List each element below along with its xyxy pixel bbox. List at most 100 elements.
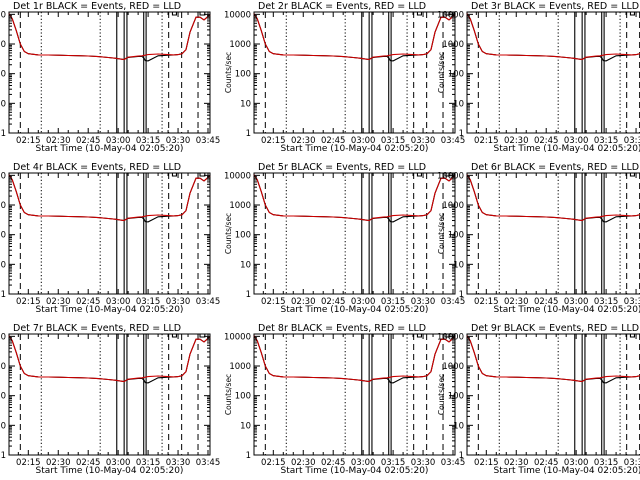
data-gap-bracket xyxy=(416,334,423,338)
y-tick-label: 10 xyxy=(453,421,464,431)
x-tick-label: 02:15 xyxy=(261,297,286,307)
y-tick-label: 10000 xyxy=(437,332,464,342)
x-tick-label: 03:30 xyxy=(624,136,640,146)
x-tick-label: 03:30 xyxy=(411,136,436,146)
x-tick-label: 02:15 xyxy=(261,136,286,146)
x-tick-label: 03:00 xyxy=(351,458,376,468)
x-tick-label: 02:30 xyxy=(46,297,71,307)
x-tick-label: 02:30 xyxy=(46,458,71,468)
x-tick-label: 02:15 xyxy=(474,136,499,146)
series-line-lld xyxy=(253,174,456,222)
y-tick-label: 1 xyxy=(246,451,251,461)
y-tick-label: 1 xyxy=(1,451,6,461)
y-tick-label: 1000 xyxy=(442,201,464,211)
y-tick-label: 10 xyxy=(240,421,251,431)
panel-title: Det 8r BLACK = Events, RED = LLD xyxy=(258,323,426,334)
y-tick-label: 10 xyxy=(0,260,6,270)
plot-frame xyxy=(466,333,640,456)
x-tick-label: 03:45 xyxy=(441,297,466,307)
panel-title: Det 2r BLACK = Events, RED = LLD xyxy=(258,1,426,12)
x-axis-label: Start Time (10-May-04 02:05:20) xyxy=(36,466,184,476)
data-gap-bracket xyxy=(199,334,206,338)
data-gap-bracket xyxy=(199,12,206,16)
x-tick-label: 03:15 xyxy=(594,458,619,468)
x-tick-label: 03:30 xyxy=(624,297,640,307)
data-gap-bracket xyxy=(629,334,636,338)
x-tick-label: 03:00 xyxy=(564,458,589,468)
data-gap-bracket xyxy=(171,173,178,177)
series-line-lld xyxy=(8,174,211,222)
plot-frame xyxy=(8,11,211,134)
x-tick-label: 03:45 xyxy=(441,458,466,468)
data-gap-bracket xyxy=(444,334,451,338)
x-tick-label: 02:30 xyxy=(504,136,529,146)
x-tick-label: 02:45 xyxy=(321,136,346,146)
y-tick-label: 1 xyxy=(459,290,464,300)
y-tick-label: 100 xyxy=(235,392,251,402)
y-axis-label: Counts/sec xyxy=(437,374,446,415)
panel-det-7: Det 7r BLACK = Events, RED = LLD 1 10 100 10… xyxy=(0,323,220,476)
x-tick-label: 02:15 xyxy=(16,297,41,307)
y-axis-label: Counts/sec xyxy=(224,213,233,254)
plot-frame xyxy=(466,172,640,295)
x-tick-label: 02:45 xyxy=(534,297,559,307)
y-tick-label: 10 xyxy=(240,260,251,270)
plot-frame xyxy=(466,11,640,134)
data-gap-bracket xyxy=(171,334,178,338)
y-tick-label: 100 xyxy=(448,231,464,241)
panel-title: Det 4r BLACK = Events, RED = LLD xyxy=(13,162,181,173)
panel-det-9: Det 9r BLACK = Events, RED = LLD 1 10 100 10… xyxy=(437,323,640,476)
x-tick-label: 03:30 xyxy=(166,458,191,468)
x-tick-label: 03:00 xyxy=(564,297,589,307)
data-gap-bracket xyxy=(171,12,178,16)
y-tick-label: 100 xyxy=(0,392,6,402)
y-tick-label: 10000 xyxy=(0,171,6,181)
panel-det-1: Det 1r BLACK = Events, RED = LLD 1 10 100 10… xyxy=(0,1,220,154)
x-tick-label: 03:00 xyxy=(564,136,589,146)
y-tick-label: 1000 xyxy=(442,362,464,372)
y-tick-label: 10000 xyxy=(437,171,464,181)
series-line-lld xyxy=(466,13,640,61)
x-tick-label: 03:30 xyxy=(411,297,436,307)
series-line-lld xyxy=(253,335,456,383)
panel-det-5: Det 5r BLACK = Events, RED = LLD 1 10 100 10… xyxy=(224,162,465,315)
y-tick-label: 10 xyxy=(453,260,464,270)
x-axis-label: Start Time (10-May-04 02:05:20) xyxy=(281,144,429,154)
x-tick-label: 03:00 xyxy=(106,458,131,468)
panel-det-4: Det 4r BLACK = Events, RED = LLD 1 10 100 10… xyxy=(0,162,220,315)
x-axis-label: Start Time (10-May-04 02:05:20) xyxy=(281,305,429,315)
panel-title: Det 5r BLACK = Events, RED = LLD xyxy=(258,162,426,173)
y-axis-label: Counts/sec xyxy=(437,52,446,93)
x-tick-label: 02:15 xyxy=(474,458,499,468)
y-tick-label: 1 xyxy=(1,129,6,139)
y-axis-label: Counts/sec xyxy=(437,213,446,254)
x-tick-label: 02:30 xyxy=(46,136,71,146)
plot-frame xyxy=(253,333,456,456)
series-line-lld xyxy=(253,13,456,61)
x-tick-label: 03:15 xyxy=(381,458,406,468)
x-tick-label: 03:30 xyxy=(411,458,436,468)
series-line-lld xyxy=(8,335,211,383)
x-tick-label: 03:15 xyxy=(381,136,406,146)
x-tick-label: 03:15 xyxy=(136,458,161,468)
x-tick-label: 03:45 xyxy=(196,458,221,468)
plot-frame xyxy=(253,172,456,295)
y-axis-label: Counts/sec xyxy=(224,374,233,415)
y-tick-label: 10000 xyxy=(437,10,464,20)
x-tick-label: 02:30 xyxy=(291,458,316,468)
x-axis-label: Start Time (10-May-04 02:05:20) xyxy=(281,466,429,476)
y-tick-label: 1000 xyxy=(229,362,251,372)
x-axis-label: Start Time (10-May-04 02:05:20) xyxy=(36,305,184,315)
plot-frame xyxy=(8,172,211,295)
x-tick-label: 02:15 xyxy=(474,297,499,307)
y-tick-label: 100 xyxy=(0,70,6,80)
y-tick-label: 1 xyxy=(1,290,6,300)
x-axis-label: Start Time (10-May-04 02:05:20) xyxy=(494,305,640,315)
x-tick-label: 03:45 xyxy=(196,136,221,146)
x-tick-label: 02:45 xyxy=(321,297,346,307)
x-tick-label: 03:15 xyxy=(381,297,406,307)
series-line-lld xyxy=(466,174,640,222)
x-tick-label: 02:15 xyxy=(16,458,41,468)
x-tick-label: 02:15 xyxy=(16,136,41,146)
y-tick-label: 10000 xyxy=(224,171,251,181)
